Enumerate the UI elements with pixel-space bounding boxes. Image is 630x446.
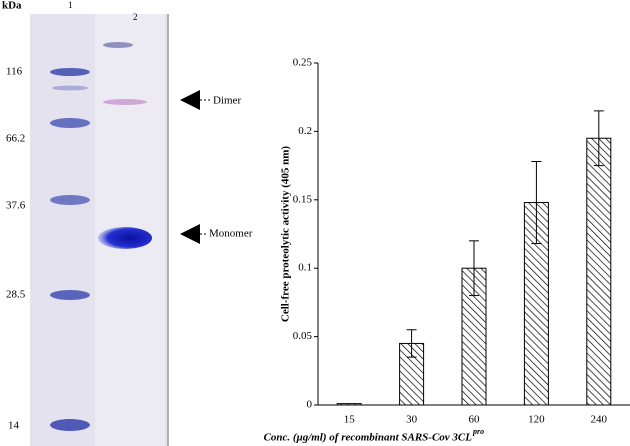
error-bar [593, 110, 604, 167]
lane-label: 1 [68, 0, 73, 10]
x-tick-label: 120 [528, 414, 545, 426]
bar [336, 403, 362, 406]
marker-label: 37.6 [6, 200, 26, 212]
y-tick-label: 0.2 [298, 125, 312, 137]
x-tick-label: 60 [469, 414, 481, 426]
marker-label: 14 [8, 420, 20, 432]
y-tick-label: 0.15 [293, 193, 313, 205]
y-tick-label: 0.1 [298, 262, 312, 274]
error-bar [469, 240, 479, 297]
x-axis-label: Conc. (μg/ml) of recombinant SARS-Cov 3C… [264, 432, 473, 444]
y-axis-label: Cell-free proteolytic activity (405 nm) [280, 146, 292, 322]
y-tick-label: 0.05 [293, 330, 313, 342]
y-tick-label: 0.25 [293, 57, 313, 69]
x-tick-label: 30 [406, 414, 418, 426]
error-bar [531, 160, 542, 245]
annotation: Monomer [209, 228, 253, 240]
error-bar [406, 329, 417, 358]
annotation: Dimer [213, 95, 241, 107]
marker-label: 66.2 [6, 133, 25, 145]
bar [586, 137, 612, 406]
gel-unit: kDa [2, 0, 22, 12]
lane-label: 2 [133, 12, 138, 22]
marker-label: 116 [6, 66, 23, 78]
gel-image [30, 14, 210, 446]
x-tick-label: 15 [344, 414, 356, 426]
x-axis-label-superscript: pro [472, 427, 484, 436]
marker-label: 28.5 [6, 289, 26, 301]
y-tick-label: 0 [307, 399, 313, 411]
x-tick-label: 240 [591, 414, 608, 426]
